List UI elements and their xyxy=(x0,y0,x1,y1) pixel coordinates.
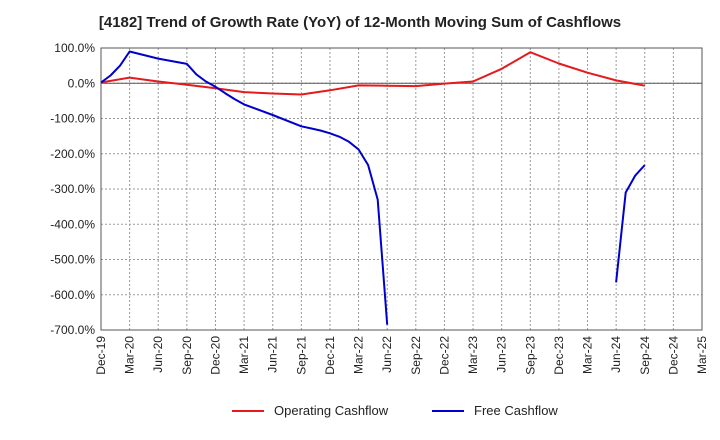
x-tick-label: Dec-22 xyxy=(437,336,451,375)
x-tick-label: Dec-20 xyxy=(208,336,222,375)
x-tick-label: Mar-20 xyxy=(123,336,137,374)
legend-label: Free Cashflow xyxy=(474,403,558,418)
x-tick-label: Sep-23 xyxy=(523,336,537,375)
x-tick-label: Dec-23 xyxy=(552,336,566,375)
y-tick-label: -400.0% xyxy=(50,217,95,231)
x-tick-label: Mar-25 xyxy=(695,336,709,374)
y-tick-label: 100.0% xyxy=(54,41,95,55)
y-tick-label: -300.0% xyxy=(50,182,95,196)
series-line-free-cashflow xyxy=(615,164,646,283)
x-tick-label: Jun-22 xyxy=(380,336,394,373)
x-tick-label: Jun-23 xyxy=(495,336,509,373)
y-tick-label: -600.0% xyxy=(50,288,95,302)
legend-label: Operating Cashflow xyxy=(274,403,389,418)
x-tick-label: Jun-20 xyxy=(151,336,165,373)
x-tick-label: Dec-21 xyxy=(323,336,337,375)
chart-title: [4182] Trend of Growth Rate (YoY) of 12-… xyxy=(98,14,622,31)
series-line-operating-cashflow xyxy=(100,51,645,96)
y-tick-label: -500.0% xyxy=(50,253,95,267)
x-tick-label: Sep-20 xyxy=(180,336,194,375)
x-tick-label: Jun-24 xyxy=(609,336,623,373)
x-tick-label: Dec-19 xyxy=(94,336,108,375)
x-tick-label: Sep-21 xyxy=(294,336,308,375)
y-tick-label: -200.0% xyxy=(50,147,95,161)
x-tick-label: Sep-22 xyxy=(409,336,423,375)
x-tick-label: Dec-24 xyxy=(666,336,680,375)
y-tick-label: -100.0% xyxy=(50,112,95,126)
x-tick-label: Jun-21 xyxy=(266,336,280,373)
x-tick-label: Sep-24 xyxy=(638,336,652,375)
x-tick-label: Mar-22 xyxy=(352,336,366,374)
plot-border xyxy=(100,47,703,331)
x-tick-label: Mar-21 xyxy=(237,336,251,374)
x-tick-label: Mar-24 xyxy=(581,336,595,374)
y-tick-label: 0.0% xyxy=(68,76,96,90)
series-line-free-cashflow xyxy=(100,50,389,325)
x-tick-label: Mar-23 xyxy=(466,336,480,374)
y-tick-label: -700.0% xyxy=(50,323,95,337)
